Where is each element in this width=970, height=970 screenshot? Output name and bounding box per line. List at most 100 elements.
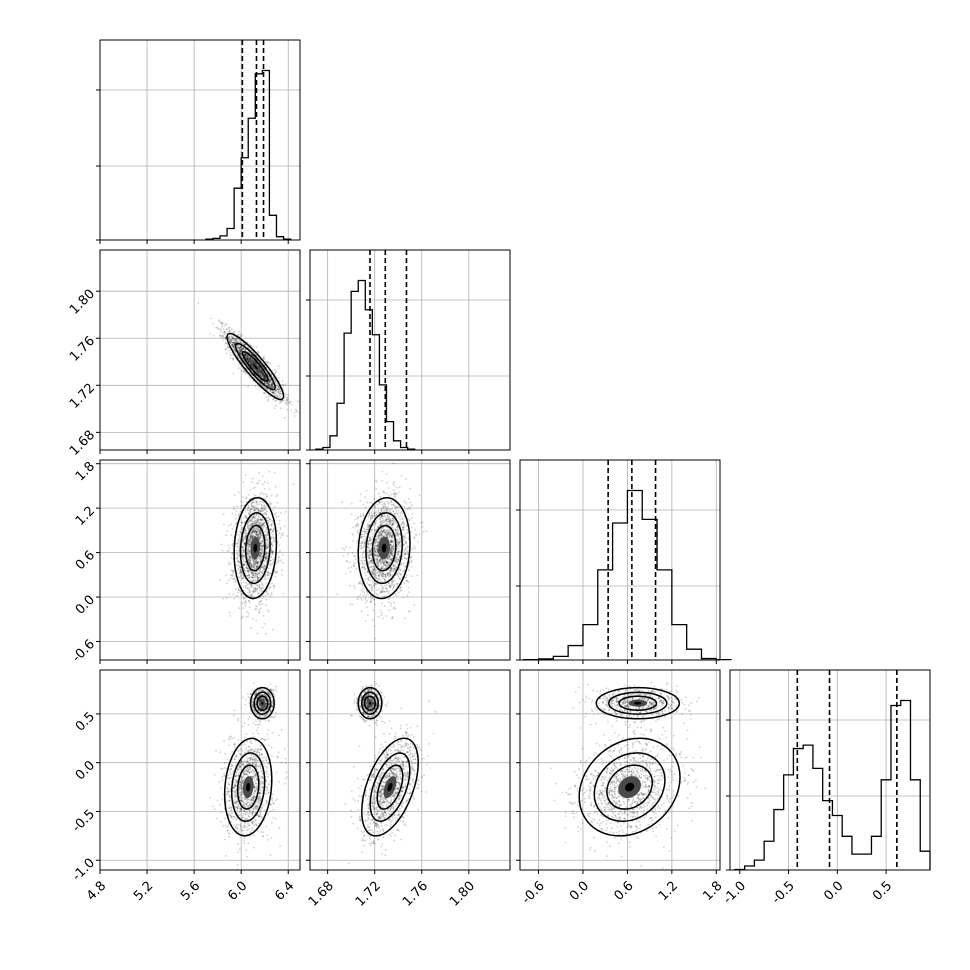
sample-point (269, 389, 272, 392)
sample-point (237, 540, 240, 543)
sample-point (248, 541, 251, 544)
sample-point (368, 557, 371, 560)
sample-point (250, 539, 253, 542)
sample-point (240, 352, 243, 354)
sample-point (353, 565, 356, 567)
sample-point (281, 400, 283, 402)
sample-point (264, 376, 266, 379)
sample-point (379, 558, 382, 561)
sample-point (246, 575, 249, 577)
sample-point (248, 563, 251, 566)
sample-point (386, 589, 388, 592)
sample-point (404, 553, 406, 556)
sample-point (410, 526, 413, 528)
panel-frame (99, 39, 301, 241)
sample-point (237, 334, 239, 336)
sample-point (232, 573, 235, 575)
sample-point (229, 335, 232, 338)
sample-point (264, 376, 266, 379)
sample-point (286, 399, 288, 401)
sample-point (210, 317, 213, 320)
sample-point (260, 375, 263, 377)
sample-point (253, 531, 255, 533)
sample-point (237, 367, 240, 370)
sample-point (263, 378, 266, 380)
sample-point (251, 530, 254, 533)
sample-point (240, 590, 242, 593)
sample-point (272, 530, 274, 532)
sample-point (364, 528, 366, 531)
sample-point (262, 587, 264, 590)
sample-point (371, 514, 373, 517)
sample-point (268, 383, 271, 386)
sample-point (268, 384, 270, 387)
sample-point (244, 353, 247, 355)
sample-point (248, 540, 251, 542)
sample-point (389, 544, 392, 546)
sample-point (256, 528, 259, 530)
sample-point (253, 527, 256, 530)
scatter-content (100, 250, 300, 450)
sample-point (385, 530, 387, 533)
sample-point (374, 540, 376, 543)
sample-point (234, 349, 237, 352)
sample-point (233, 332, 235, 334)
sample-point (260, 524, 262, 527)
sample-point (258, 611, 261, 614)
sample-point (277, 390, 280, 393)
sample-point (260, 523, 263, 526)
sample-point (271, 544, 274, 547)
sample-point (262, 385, 265, 388)
sample-point (367, 523, 369, 526)
sample-point (393, 570, 396, 572)
sample-point (270, 556, 272, 559)
sample-point (359, 515, 362, 518)
sample-point (391, 517, 394, 520)
sample-point (403, 526, 406, 529)
sample-point (273, 390, 275, 393)
sample-point (407, 545, 410, 548)
sample-point (236, 355, 239, 358)
sample-point (251, 523, 254, 526)
sample-point (269, 559, 272, 562)
sample-point (274, 394, 277, 396)
sample-point (257, 533, 260, 536)
sample-point (254, 515, 256, 518)
sample-point (254, 575, 257, 578)
sample-point (246, 548, 249, 551)
sample-point (370, 589, 373, 592)
sample-point (363, 545, 366, 548)
sample-point (392, 535, 395, 538)
sample-point (369, 516, 372, 519)
sample-point (387, 517, 390, 520)
sample-point (236, 553, 239, 555)
sample-point (246, 550, 249, 553)
sample-point (273, 377, 275, 380)
sample-point (262, 510, 265, 512)
sample-point (243, 568, 246, 571)
sample-point (379, 573, 382, 576)
sample-point (250, 536, 253, 539)
sample-point (257, 563, 259, 566)
sample-point (395, 561, 398, 563)
sample-point (229, 340, 232, 343)
sample-point (369, 553, 371, 556)
sample-point (240, 348, 243, 351)
sample-point (246, 358, 248, 360)
sample-point (232, 343, 235, 345)
sample-point (223, 333, 226, 335)
sample-point (385, 559, 387, 562)
density-contour (234, 342, 276, 391)
sample-point (247, 360, 250, 363)
sample-point (263, 565, 266, 567)
sample-point (293, 415, 296, 417)
sample-point (400, 510, 403, 513)
sample-point (261, 373, 264, 376)
sample-point (252, 514, 255, 517)
sample-point (251, 573, 253, 576)
sample-point (254, 590, 257, 593)
sample-point (231, 336, 234, 339)
sample-point (241, 347, 244, 350)
sample-point (253, 531, 256, 534)
sample-point (241, 539, 244, 541)
